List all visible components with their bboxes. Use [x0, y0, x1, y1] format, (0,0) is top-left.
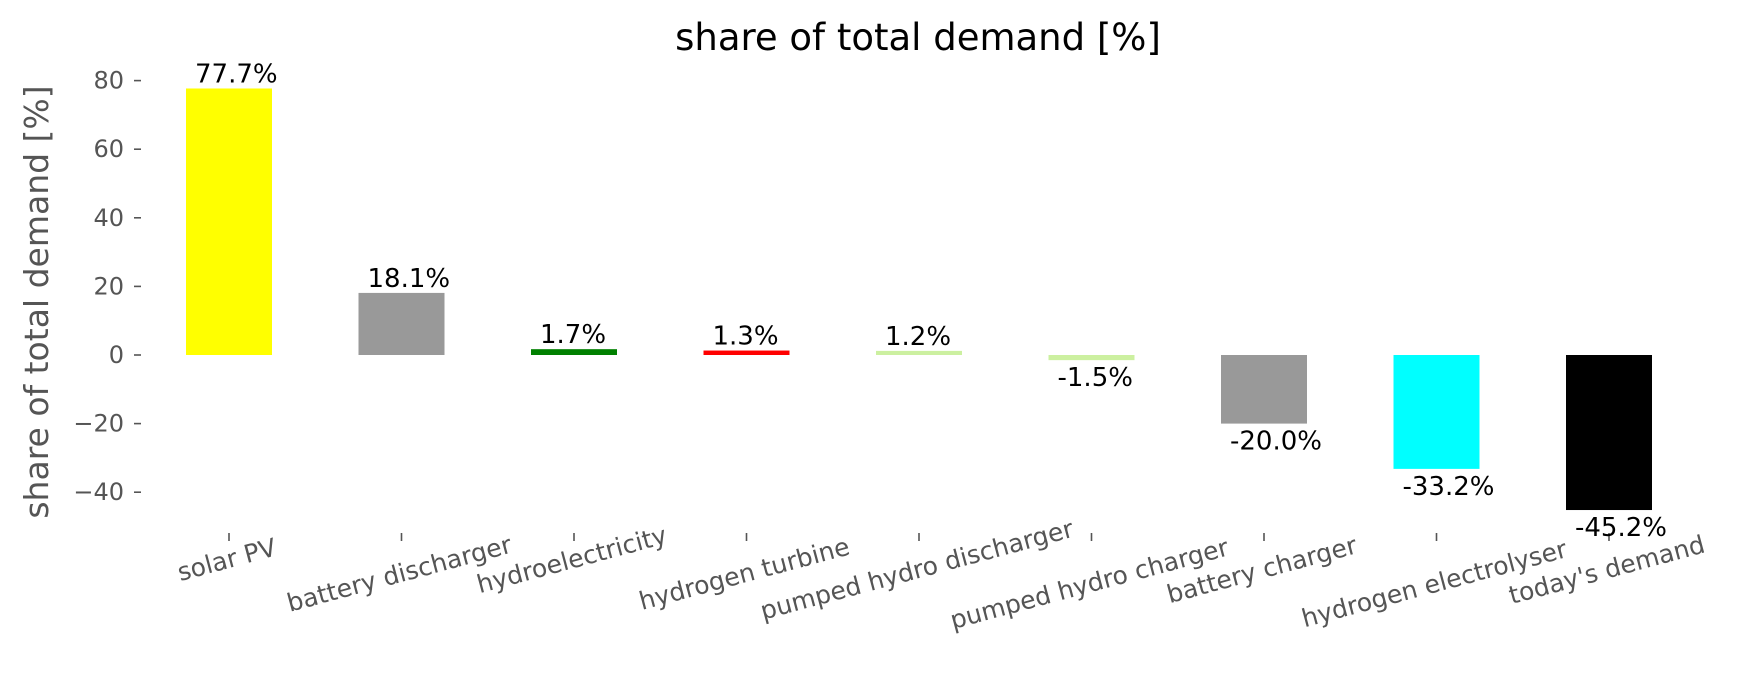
data-label: 18.1%: [368, 264, 451, 294]
bar-hydrogen-electrolyser: [1393, 355, 1480, 469]
data-label: -1.5%: [1058, 363, 1133, 393]
y-tick-label: −20: [73, 410, 124, 438]
data-label: 1.7%: [540, 320, 606, 350]
data-label: -20.0%: [1230, 427, 1322, 457]
data-label: 1.2%: [885, 322, 951, 352]
x-tick-label: solar PV: [174, 533, 279, 587]
y-tick-label: 80: [93, 67, 124, 95]
bar-pumped-hydro-discharger: [876, 350, 962, 355]
data-labels-group: 77.7% 18.1% 1.7% 1.3% 1.2% -1.5% -20.0% -33.2% -…: [195, 59, 1667, 543]
y-axis-label: share of total demand [%]: [17, 85, 56, 518]
data-label: 1.3%: [713, 322, 779, 352]
bar-battery-charger: [1221, 355, 1307, 424]
y-tick-label: 40: [93, 204, 124, 232]
data-label: -45.2%: [1575, 513, 1667, 543]
chart-title: share of total demand [%]: [675, 16, 1161, 59]
y-axis: 80 60 40 20 0 −20 −40: [73, 67, 141, 506]
y-tick-label: −40: [73, 478, 124, 506]
bar-battery-discharger: [358, 292, 445, 355]
bar-hydrogen-turbine: [703, 350, 790, 355]
y-tick-label: 60: [93, 135, 124, 163]
bar-today-s-demand: [1566, 355, 1652, 511]
y-tick-label: 20: [93, 272, 124, 300]
x-axis: solar PV battery dischargerhydroelectrici…: [174, 514, 1708, 635]
bar-hydroelectricity: [531, 349, 617, 355]
bar-pumped-hydro-charger: [1048, 355, 1135, 361]
data-label: 77.7%: [195, 59, 278, 89]
bars-group: [186, 88, 1652, 511]
data-label: -33.2%: [1403, 472, 1495, 502]
y-tick-label: 0: [109, 341, 124, 369]
bar-solar-pv: [186, 88, 272, 355]
